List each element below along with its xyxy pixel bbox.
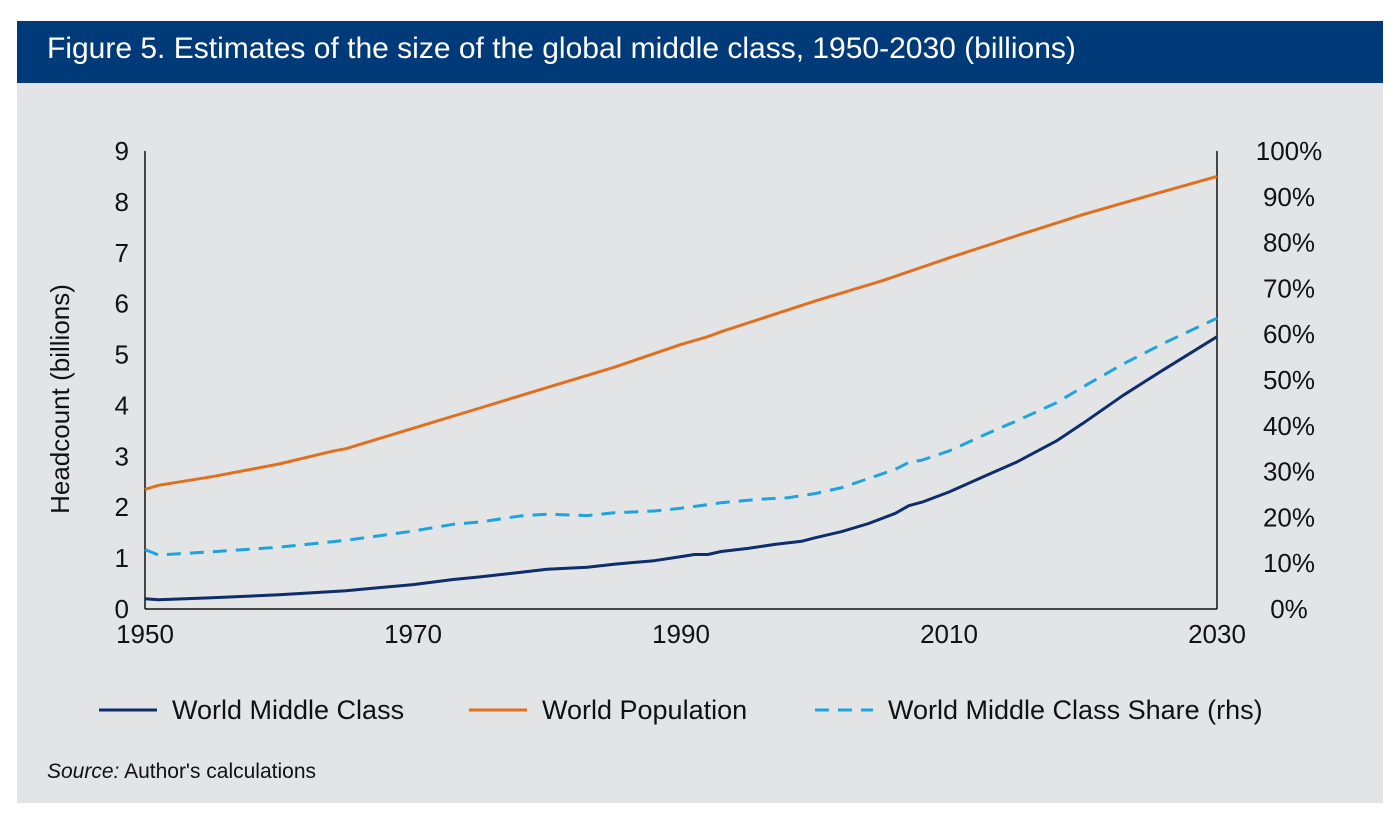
- y-tick-label: 8: [115, 187, 129, 217]
- chart-title: Figure 5. Estimates of the size of the g…: [47, 32, 1076, 65]
- series-line-population: [144, 174, 1218, 491]
- y2-tick-label: 0%: [1270, 594, 1308, 624]
- series-line-share: [144, 316, 1218, 557]
- y2-tick-label: 40%: [1263, 411, 1315, 441]
- source-text: Author's calculations: [124, 760, 317, 783]
- y2-tick-label: 30%: [1263, 457, 1315, 487]
- y-tick-label: 3: [115, 441, 129, 471]
- y-tick-label: 5: [115, 340, 129, 370]
- y2-tick-label: 100%: [1256, 136, 1323, 166]
- y2-tick-label: 60%: [1263, 319, 1315, 349]
- line-chart: 1950 1970 1990 2010 2030 0 1 2 3 4 5 6 7 8 9 0% 10% 20%…: [45, 136, 1323, 725]
- y-tick-label: 7: [115, 238, 129, 268]
- y-tick-label: 1: [115, 543, 129, 573]
- y-tick-labels: 0 1 2 3 4 5 6 7 8 9: [115, 136, 129, 624]
- legend-label-population: World Population: [542, 695, 747, 725]
- x-tick-label: 2030: [1188, 619, 1246, 649]
- y-tick-label: 6: [115, 289, 129, 319]
- x-tick-label: 2010: [920, 619, 978, 649]
- y2-tick-label: 90%: [1263, 182, 1315, 212]
- x-tick-label: 1970: [384, 619, 442, 649]
- axes: [144, 151, 1218, 610]
- y2-tick-label: 20%: [1263, 502, 1315, 532]
- y2-tick-label: 80%: [1263, 228, 1315, 258]
- y2-tick-label: 10%: [1263, 548, 1315, 578]
- x-tick-label: 1950: [116, 619, 174, 649]
- y2-tick-label: 50%: [1263, 365, 1315, 395]
- y-tick-label: 2: [115, 492, 129, 522]
- y-tick-label: 4: [115, 390, 129, 420]
- legend-label-middle-class: World Middle Class: [172, 695, 404, 725]
- source-label: Source:: [47, 760, 120, 783]
- y2-tick-labels: 0% 10% 20% 30% 40% 50% 60% 70% 80% 90% 100%: [1256, 136, 1323, 624]
- series-layer: [144, 174, 1218, 602]
- figure-header: Figure 5. Estimates of the size of the g…: [17, 21, 1383, 83]
- legend-label-share: World Middle Class Share (rhs): [888, 695, 1263, 725]
- x-tick-labels: 1950 1970 1990 2010 2030: [116, 619, 1246, 649]
- series-line-middle-class: [144, 335, 1218, 602]
- y-axis-title: Headcount (billions): [45, 284, 75, 514]
- legend: World Middle Class World Population Worl…: [99, 695, 1263, 725]
- source-note: Source: Author's calculations: [47, 760, 316, 784]
- y2-tick-label: 70%: [1263, 273, 1315, 303]
- y-tick-label: 0: [115, 594, 129, 624]
- y-tick-label: 9: [115, 136, 129, 166]
- figure-panel: Figure 5. Estimates of the size of the g…: [17, 21, 1383, 803]
- x-tick-label: 1990: [652, 619, 710, 649]
